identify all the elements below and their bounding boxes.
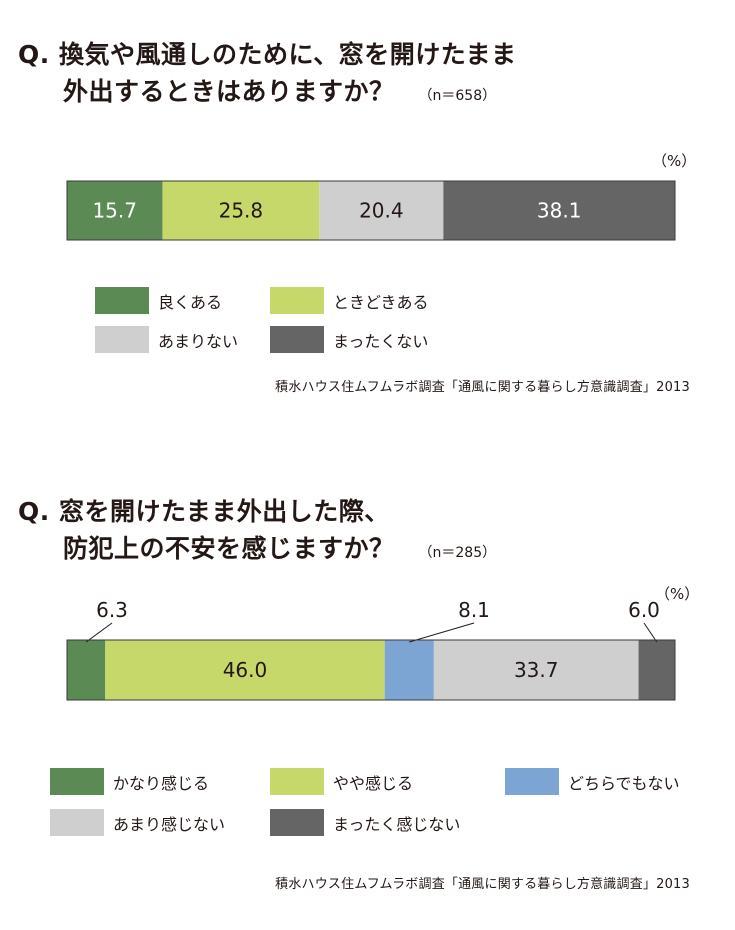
legend-item-1-0: 良くある bbox=[95, 287, 222, 314]
legend-swatch bbox=[505, 768, 559, 795]
chart-1: 15.7 25.8 20.4 38.1 bbox=[66, 180, 676, 241]
question-1-line2-wrap: 外出するときはありますか？ （n＝658） bbox=[18, 73, 516, 115]
question-1-line2: 外出するときはありますか？ bbox=[63, 77, 395, 106]
data-label-2: 8.1 bbox=[458, 598, 490, 622]
legend-item-2-0: かなり感じる bbox=[50, 768, 209, 795]
bar-segment-2 bbox=[384, 640, 434, 700]
question-2-prefix: Q. bbox=[18, 497, 50, 526]
data-label-0: 15.7 bbox=[92, 199, 137, 223]
bar-outline bbox=[66, 639, 676, 701]
data-label-3: 33.7 bbox=[514, 658, 559, 682]
source-note-1: 積水ハウス住ムフムラボ調査「通風に関する暮らし方意識調査」2013 bbox=[275, 380, 690, 395]
percent-unit-2: （%） bbox=[655, 585, 700, 603]
data-label-3: 38.1 bbox=[537, 199, 582, 223]
percent-unit-1: （%） bbox=[652, 152, 697, 170]
bar-segment-1 bbox=[105, 640, 385, 700]
data-label-1: 46.0 bbox=[223, 658, 268, 682]
question-2-line2: 防犯上の不安を感じますか？ bbox=[63, 534, 395, 563]
legend-label: まったく感じない bbox=[333, 814, 461, 834]
legend-item-1-2: あまりない bbox=[95, 326, 238, 353]
legend-swatch bbox=[50, 768, 104, 795]
legend-label: ときどきある bbox=[333, 292, 429, 312]
data-label-0: 6.3 bbox=[96, 598, 128, 622]
legend-swatch bbox=[50, 809, 104, 836]
question-1-line1: 換気や風通しのために、窓を開けたまま bbox=[58, 40, 517, 69]
legend-item-1-1: ときどきある bbox=[270, 287, 429, 314]
question-2: Q. 窓を開けたまま外出した際、 防犯上の不安を感じますか？ （n＝285） bbox=[18, 493, 496, 572]
question-1-prefix: Q. bbox=[18, 40, 50, 69]
source-note-2: 積水ハウス住ムフムラボ調査「通風に関する暮らし方意識調査」2013 bbox=[275, 877, 690, 892]
legend-swatch bbox=[270, 809, 324, 836]
legend-item-2-3: あまり感じない bbox=[50, 809, 225, 836]
leader-line-0 bbox=[85, 622, 113, 643]
bar-segment-3 bbox=[443, 181, 675, 240]
chart-2: 6.3 46.0 8.1 33.7 6.0 bbox=[66, 598, 676, 701]
sample-size-1: （n＝658） bbox=[418, 88, 497, 104]
sample-size-2: （n＝285） bbox=[418, 545, 497, 561]
bar-segment-0 bbox=[67, 181, 163, 240]
question-2-line1: 窓を開けたまま外出した際、 bbox=[58, 497, 390, 526]
legend-label: あまりない bbox=[158, 331, 239, 351]
legend-item-1-3: まったくない bbox=[270, 326, 428, 353]
legend-swatch bbox=[95, 287, 149, 314]
legend-item-2-4: まったく感じない bbox=[270, 809, 460, 836]
question-2-line2-wrap: 防犯上の不安を感じますか？ （n＝285） bbox=[18, 530, 496, 572]
legend-label: 良くある bbox=[158, 292, 223, 312]
bar-segment-2 bbox=[319, 181, 444, 240]
legend-label: あまり感じない bbox=[113, 814, 226, 834]
legend-label: どちらでもない bbox=[568, 773, 680, 793]
legend-swatch bbox=[95, 326, 149, 353]
legend-swatch bbox=[270, 768, 324, 795]
legend-label: かなり感じる bbox=[113, 773, 210, 793]
bar-segment-4 bbox=[638, 640, 675, 700]
legend-item-2-1: やや感じる bbox=[270, 768, 413, 795]
data-label-2: 20.4 bbox=[359, 199, 404, 223]
bar-outline bbox=[66, 180, 676, 241]
data-label-1: 25.8 bbox=[219, 199, 264, 223]
data-label-4: 6.0 bbox=[628, 598, 660, 622]
legend-label: まったくない bbox=[333, 331, 429, 351]
leader-line-2 bbox=[409, 622, 475, 643]
bar-segment-1 bbox=[162, 181, 320, 240]
legend-swatch bbox=[270, 287, 324, 314]
bar-segment-3 bbox=[433, 640, 639, 700]
bar-segment-0 bbox=[67, 640, 106, 700]
legend-swatch bbox=[270, 326, 324, 353]
legend-label: やや感じる bbox=[333, 773, 414, 793]
question-1: Q. 換気や風通しのために、窓を開けたまま 外出するときはありますか？ （n＝65… bbox=[18, 36, 516, 115]
legend-item-2-2: どちらでもない bbox=[505, 768, 680, 795]
leader-line-4 bbox=[643, 622, 658, 643]
